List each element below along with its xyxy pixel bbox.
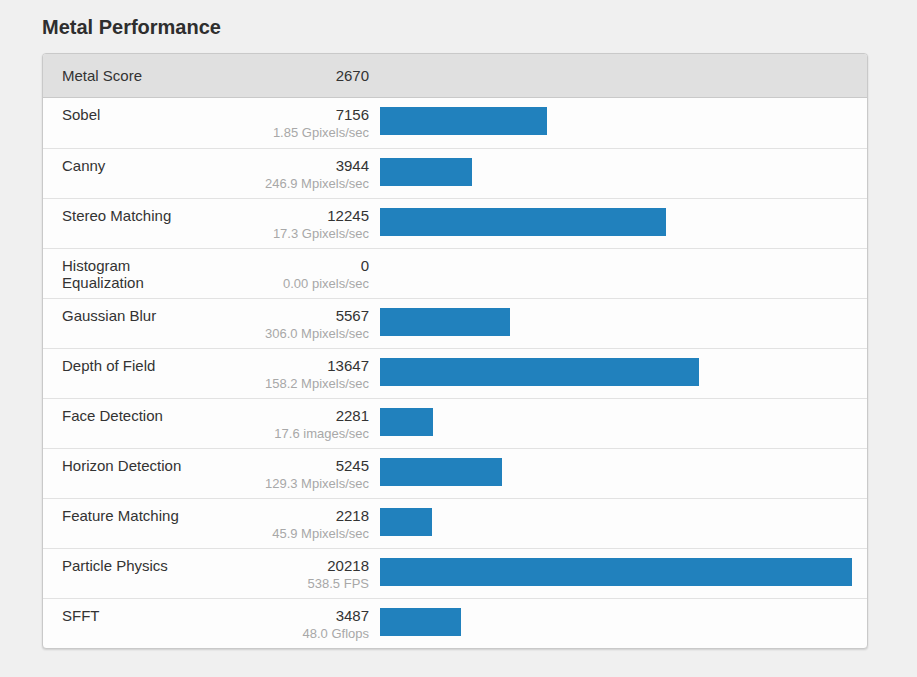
- benchmark-bar: [380, 458, 502, 486]
- benchmark-bar: [380, 508, 432, 536]
- benchmark-row: Horizon Detection 5245 129.3 Mpixels/sec: [43, 448, 867, 498]
- benchmark-bar-track: [380, 207, 852, 248]
- benchmark-row: Depth of Field 13647 158.2 Mpixels/sec: [43, 348, 867, 398]
- benchmark-bar-track: [380, 557, 852, 598]
- benchmark-rate: 1.85 Gpixels/sec: [213, 124, 369, 141]
- benchmark-rate: 538.5 FPS: [213, 575, 369, 592]
- benchmark-score: 2281: [213, 407, 369, 424]
- benchmark-bar: [380, 158, 472, 186]
- benchmark-row: Particle Physics 20218 538.5 FPS: [43, 548, 867, 598]
- benchmark-rate: 246.9 Mpixels/sec: [213, 175, 369, 192]
- benchmark-name: Particle Physics: [62, 557, 213, 598]
- benchmark-score: 3487: [213, 607, 369, 624]
- benchmark-score: 2218: [213, 507, 369, 524]
- benchmark-score: 12245: [213, 207, 369, 224]
- benchmark-bar: [380, 558, 852, 586]
- benchmark-bar-track: [380, 157, 852, 198]
- benchmark-bar: [380, 107, 547, 135]
- benchmark-rate: 48.0 Gflops: [213, 625, 369, 642]
- benchmark-name: Horizon Detection: [62, 457, 213, 498]
- benchmark-row: Canny 3944 246.9 Mpixels/sec: [43, 148, 867, 198]
- benchmark-score: 5245: [213, 457, 369, 474]
- benchmark-rate: 129.3 Mpixels/sec: [213, 475, 369, 492]
- benchmark-name: Depth of Field: [62, 357, 213, 398]
- benchmark-name: Canny: [62, 157, 213, 198]
- benchmark-table: Metal Score 2670 Sobel 7156 1.85 Gpixels…: [42, 53, 868, 649]
- benchmark-rate: 306.0 Mpixels/sec: [213, 325, 369, 342]
- benchmark-bar-track: [380, 457, 852, 498]
- table-header-row: Metal Score 2670: [43, 54, 867, 98]
- benchmark-name: Sobel: [62, 106, 213, 148]
- benchmark-bar-track: [380, 357, 852, 398]
- page-title: Metal Performance: [0, 0, 917, 39]
- table-header-label: Metal Score: [62, 67, 213, 84]
- benchmark-score: 20218: [213, 557, 369, 574]
- benchmark-rate: 0.00 pixels/sec: [213, 275, 369, 292]
- benchmark-row: Sobel 7156 1.85 Gpixels/sec: [43, 98, 867, 148]
- benchmark-bar-track: [380, 607, 852, 648]
- benchmark-score: 7156: [213, 106, 369, 123]
- benchmark-bar: [380, 358, 699, 386]
- table-header-score: 2670: [213, 67, 369, 84]
- benchmark-name: Feature Matching: [62, 507, 213, 548]
- benchmark-bar: [380, 308, 510, 336]
- benchmark-score: 3944: [213, 157, 369, 174]
- benchmark-bar: [380, 208, 666, 236]
- benchmark-name: Histogram Equalization: [62, 257, 213, 298]
- benchmark-rate: 17.6 images/sec: [213, 425, 369, 442]
- benchmark-score: 13647: [213, 357, 369, 374]
- benchmark-row: Stereo Matching 12245 17.3 Gpixels/sec: [43, 198, 867, 248]
- benchmark-bar-track: [380, 307, 852, 348]
- benchmark-bar: [380, 608, 461, 636]
- benchmark-name: Gaussian Blur: [62, 307, 213, 348]
- benchmark-rate: 17.3 Gpixels/sec: [213, 225, 369, 242]
- benchmark-bar-track: [380, 507, 852, 548]
- benchmark-row: Gaussian Blur 5567 306.0 Mpixels/sec: [43, 298, 867, 348]
- benchmark-bar-track: [380, 407, 852, 448]
- benchmark-rate: 45.9 Mpixels/sec: [213, 525, 369, 542]
- benchmark-name: SFFT: [62, 607, 213, 648]
- benchmark-score: 5567: [213, 307, 369, 324]
- benchmark-row: SFFT 3487 48.0 Gflops: [43, 598, 867, 648]
- benchmark-name: Stereo Matching: [62, 207, 213, 248]
- benchmark-rows: Sobel 7156 1.85 Gpixels/sec Canny 3944 2…: [43, 98, 867, 648]
- benchmark-rate: 158.2 Mpixels/sec: [213, 375, 369, 392]
- benchmark-score: 0: [213, 257, 369, 274]
- benchmark-row: Histogram Equalization 0 0.00 pixels/sec: [43, 248, 867, 298]
- benchmark-name: Face Detection: [62, 407, 213, 448]
- benchmark-bar-track: [380, 106, 852, 148]
- benchmark-row: Face Detection 2281 17.6 images/sec: [43, 398, 867, 448]
- benchmark-bar: [380, 408, 433, 436]
- benchmark-row: Feature Matching 2218 45.9 Mpixels/sec: [43, 498, 867, 548]
- benchmark-bar-track: [380, 257, 852, 298]
